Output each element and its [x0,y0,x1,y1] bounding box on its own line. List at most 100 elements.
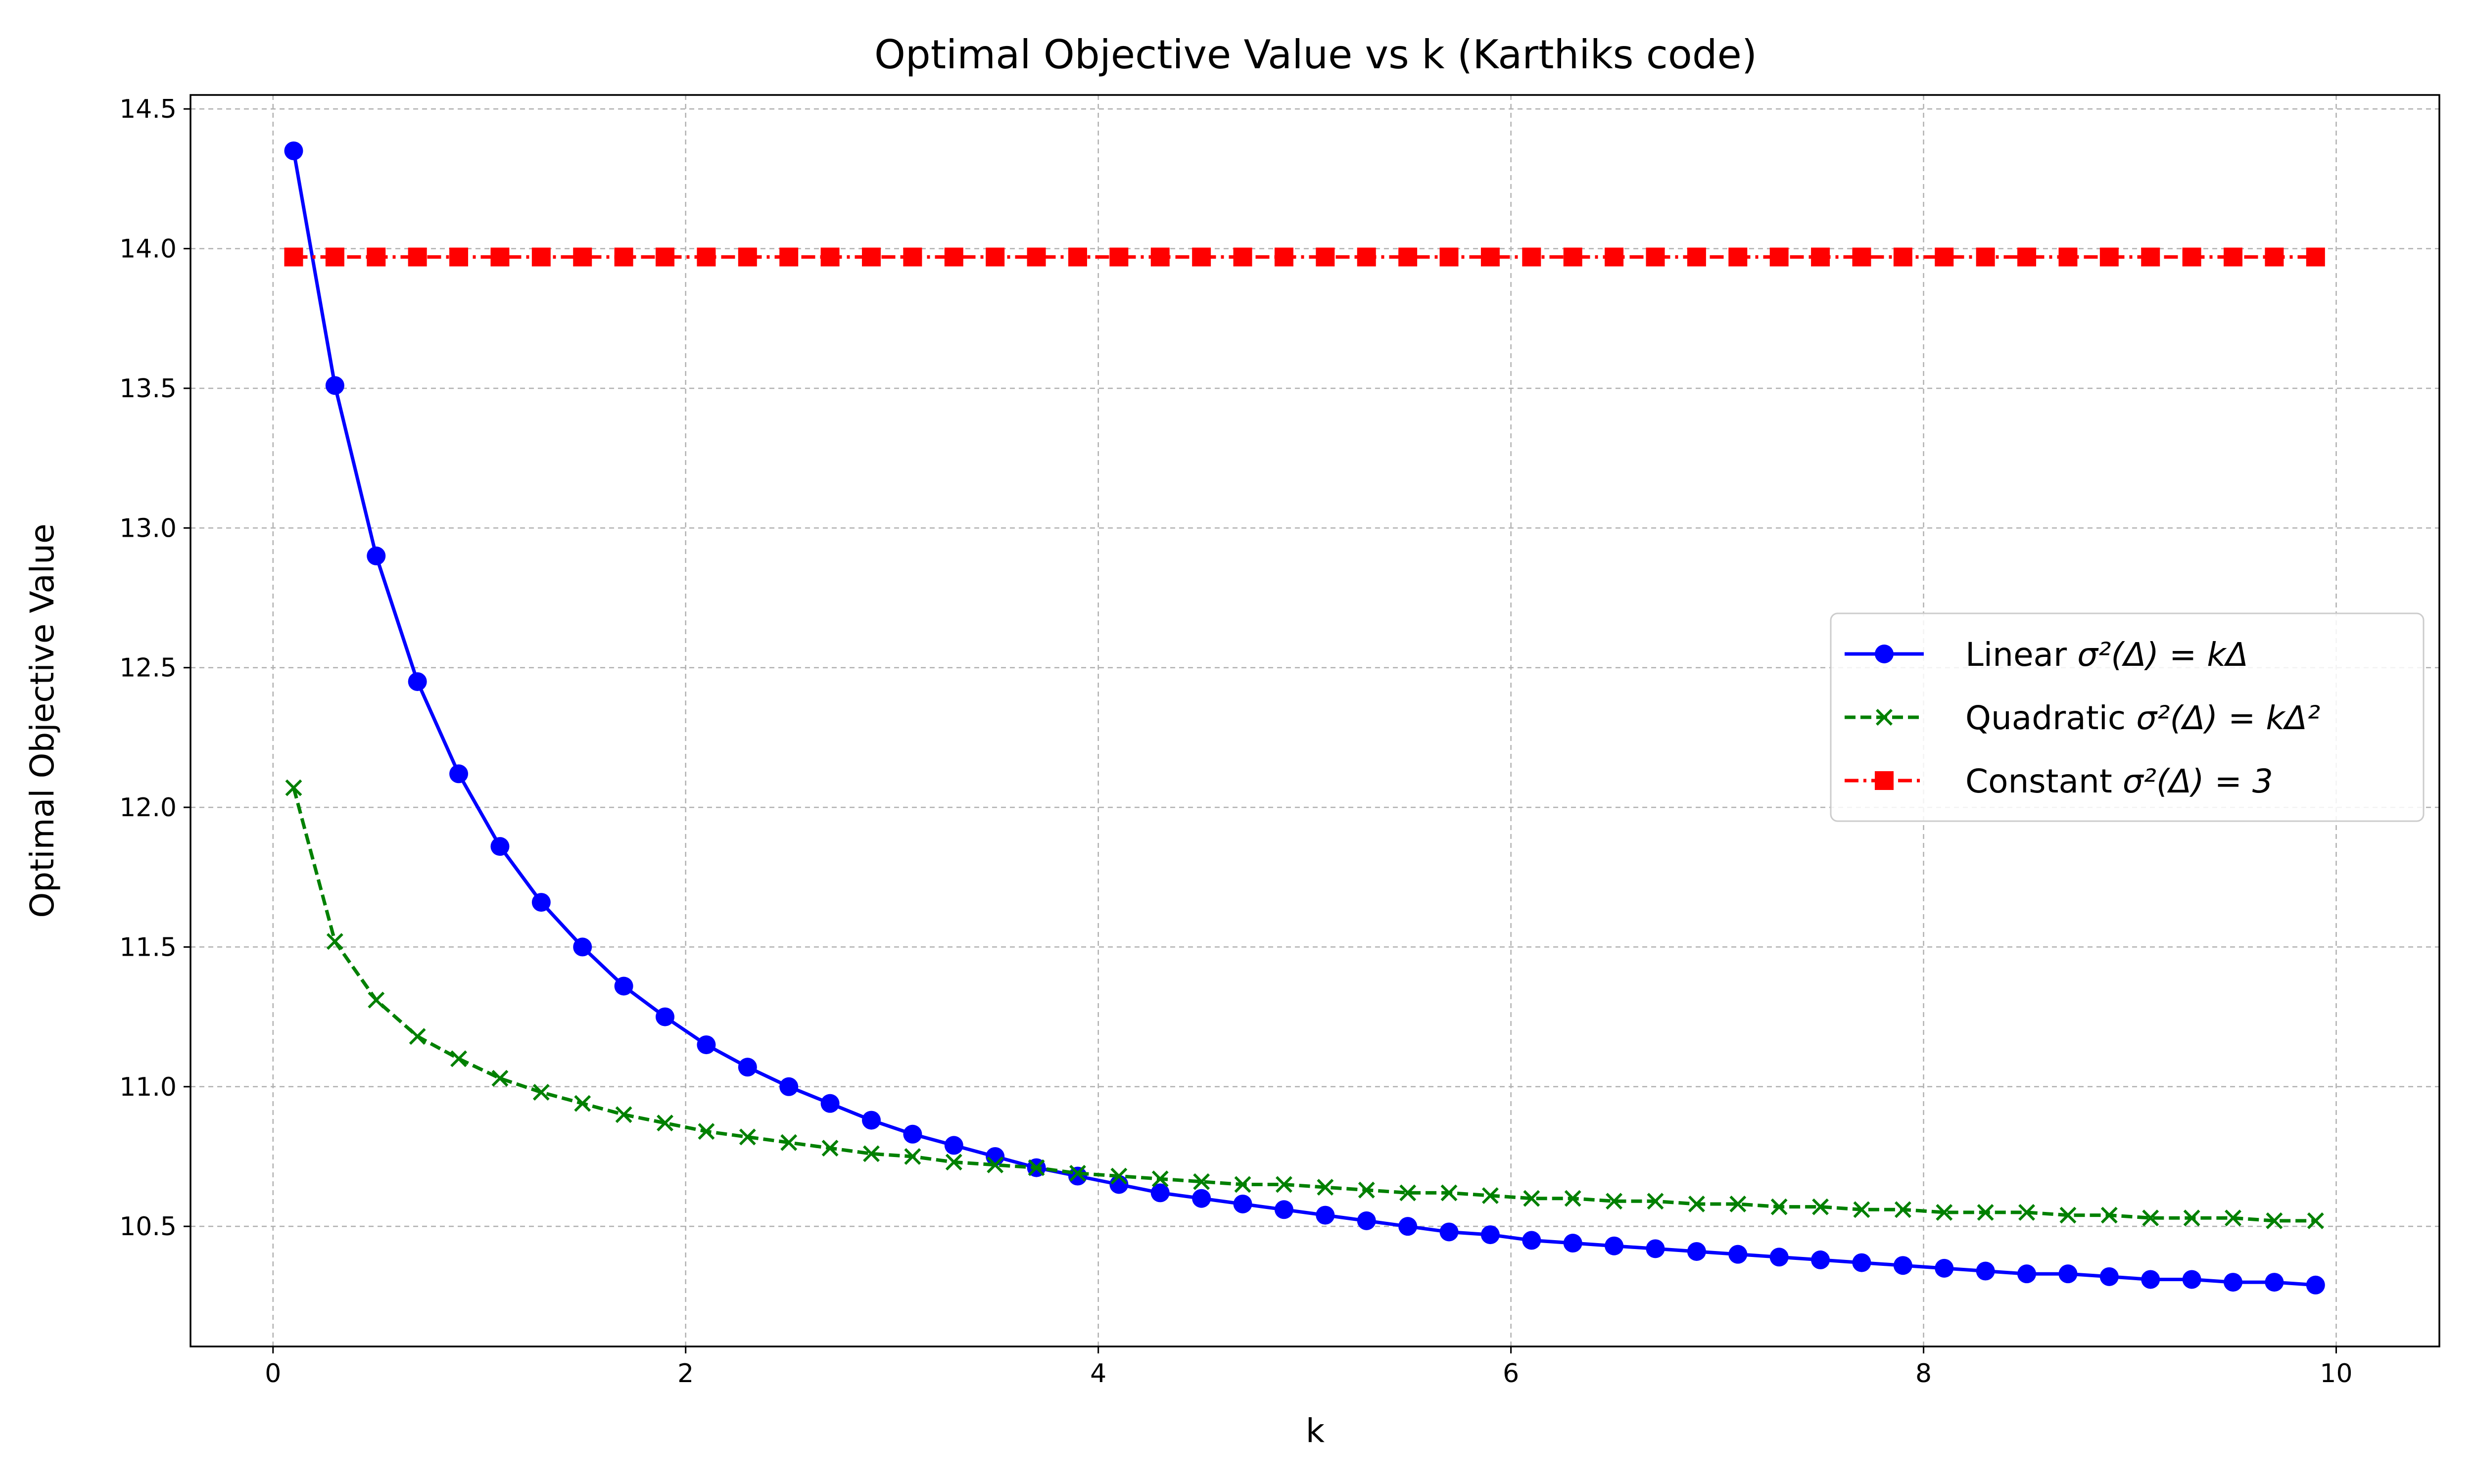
y-tick-label: 12.5 [119,653,177,683]
quadratic-point [1151,1170,1169,1188]
linear-point [1316,1206,1335,1225]
constant-point [1935,247,1954,267]
quadratic-point [904,1148,921,1165]
constant-point [1316,247,1335,267]
quadratic-point [2183,1209,2200,1227]
quadratic-line [292,787,2316,1223]
constant-point [862,247,881,267]
quadratic-point [1770,1198,1788,1215]
constant-point [1068,247,1087,267]
linear-point [1605,1236,1624,1255]
quadratic-point [698,1123,715,1140]
quadratic-point [821,1140,839,1157]
linear-point [1480,1225,1500,1245]
quadratic-point [574,1095,591,1112]
quadratic-point [1399,1184,1417,1202]
constant-point [1976,247,1995,267]
constant-point [367,247,386,267]
constant-point [1563,247,1582,267]
linear-point [2265,1273,2284,1292]
linear-point [2017,1264,2037,1284]
linear-point [944,1136,963,1155]
quadratic-point [1110,1167,1128,1185]
constant-point [490,247,510,267]
quadratic-point [1564,1190,1581,1207]
linear-point [449,764,469,784]
quadratic-point [1812,1198,1829,1215]
quadratic-point [1523,1190,1540,1207]
quadratic-point [1276,1176,1292,1193]
constant-point [325,247,344,267]
linear-point [573,937,592,957]
linear-point [614,976,633,996]
linear-point [2058,1264,2078,1284]
linear-point [284,141,303,160]
quadratic-point [1606,1193,1623,1210]
quadratic-point [1481,1187,1499,1204]
constant-point [531,247,551,267]
constant-point [986,247,1005,267]
linear-point [2306,1275,2325,1295]
y-tick-label: 14.5 [119,94,177,124]
y-tick-label: 12.0 [119,793,177,823]
linear-point [1852,1253,1871,1272]
quadratic-point [615,1106,632,1123]
legend-item-constant: Constant σ²(Δ) = 3 [1845,762,2273,800]
linear-point [1068,1166,1087,1186]
constant-point [1233,247,1252,267]
y-tick-label: 11.5 [119,932,177,962]
linear-point [1893,1256,1912,1275]
quadratic-point [285,779,302,796]
linear-point [738,1058,757,1077]
y-tick-label: 10.5 [119,1212,177,1242]
constant-point [449,247,469,267]
linear-point [779,1077,799,1096]
linear-point [1357,1211,1376,1230]
quadratic-point [1358,1181,1375,1199]
legend-item-quadratic: Quadratic σ²(Δ) = kΔ² [1845,699,2320,737]
constant-point [1522,247,1541,267]
constant-point [779,247,799,267]
linear-point [367,546,386,565]
quadratic-point [2225,1209,2241,1227]
quadratic-point [1688,1196,1705,1212]
quadratic-point [2307,1212,2324,1229]
constant-point [1150,247,1170,267]
legend-marker-quadratic [1876,709,1893,726]
x-tick-label: 8 [1915,1359,1932,1389]
constant-point [1357,247,1376,267]
constant-point [1687,247,1706,267]
legend-label-text: Quadratic [1965,699,2136,737]
constant-point [1728,247,1748,267]
quadratic-point [409,1028,426,1045]
legend: Linear σ²(Δ) = kΔ Quadratic σ²(Δ) = kΔ² Co… [1830,612,2425,822]
quadratic-point [1936,1204,1953,1221]
constant-point [284,247,303,267]
quadratic-point [657,1114,673,1132]
linear-point [1398,1217,1418,1236]
constant-point [2017,247,2037,267]
quadratic-point [945,1154,962,1171]
constant-point [2224,247,2243,267]
constant-point [2058,247,2078,267]
linear-point [1976,1261,1995,1281]
legend-label-constant: Constant σ²(Δ) = 3 [1965,762,2273,800]
constant-point [1811,247,1830,267]
legend-label-formula: σ²(Δ) = kΔ² [2136,699,2320,737]
constant-point [903,247,922,267]
linear-point [2141,1270,2160,1289]
quadratic-point [1440,1184,1458,1202]
linear-point [1233,1194,1252,1213]
chart-title: Optimal Objective Value vs k (Karthiks c… [874,32,1757,78]
y-tick-label: 14.0 [119,234,177,264]
legend-items: Linear σ²(Δ) = kΔ Quadratic σ²(Δ) = kΔ² Co… [1845,636,2320,800]
linear-point [1687,1242,1706,1261]
linear-point [2099,1267,2119,1286]
linear-point [820,1094,840,1113]
quadratic-point [326,933,343,950]
quadratic-point [1977,1204,1994,1221]
legend-label-text: Linear [1965,636,2077,674]
y-tick-label: 13.0 [119,513,177,543]
linear-point [697,1035,716,1055]
y-axis-label: Optimal Objective Value [23,523,61,918]
